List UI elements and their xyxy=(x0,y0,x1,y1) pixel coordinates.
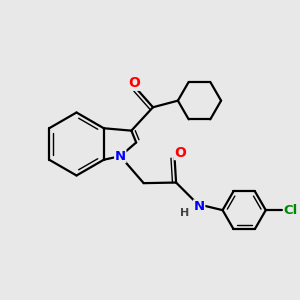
Text: N: N xyxy=(194,200,205,213)
Text: O: O xyxy=(128,76,140,90)
Text: H: H xyxy=(181,208,190,218)
Text: O: O xyxy=(174,146,186,160)
Text: Cl: Cl xyxy=(284,204,298,217)
Text: N: N xyxy=(115,150,126,163)
